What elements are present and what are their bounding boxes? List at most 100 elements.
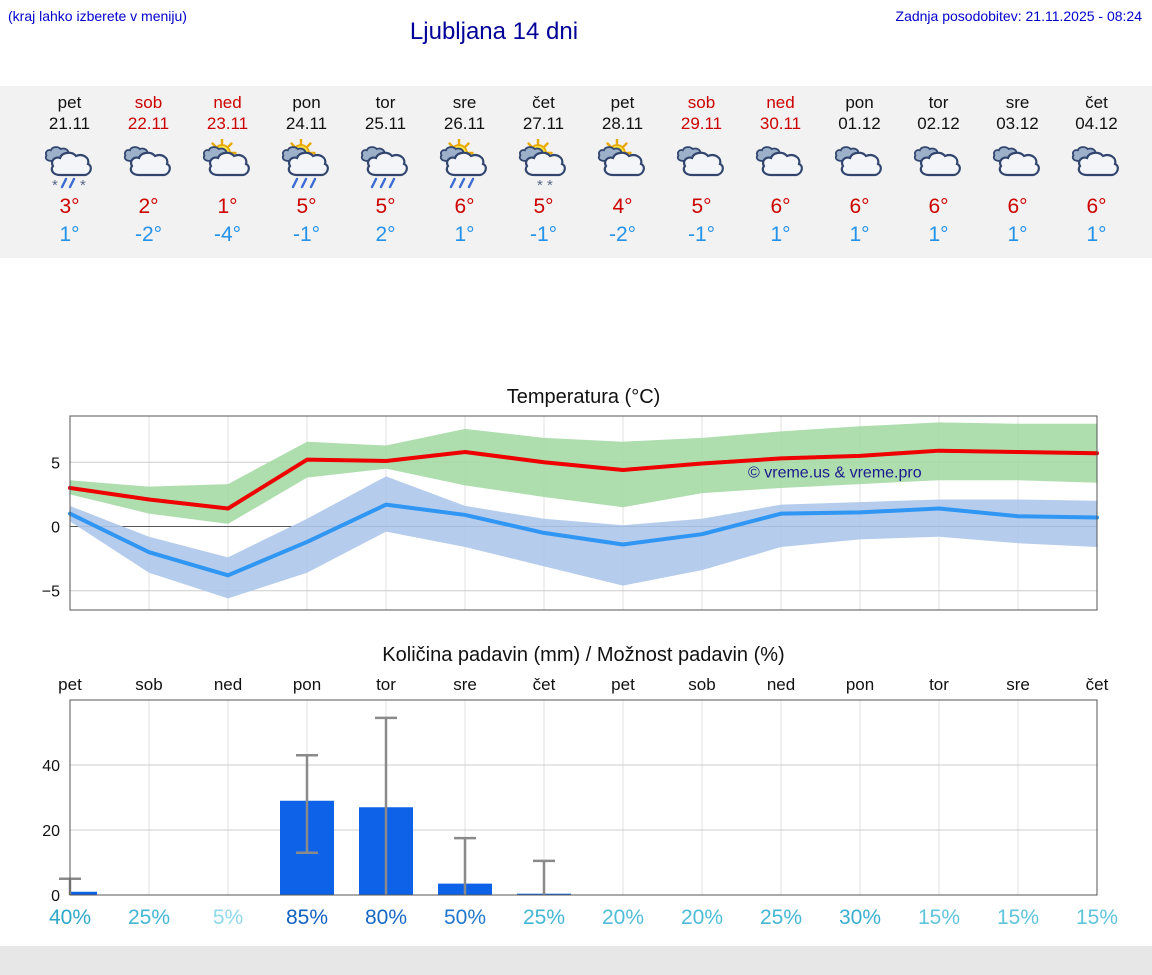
precip-day-label: ned [214,675,242,694]
svg-text:* *: * * [537,177,553,193]
day-name: sre [1005,93,1030,112]
low-temperature: 1° [1007,223,1028,246]
high-temperature: 3° [59,195,80,218]
high-temperature: 6° [770,195,791,218]
weather-icon-art: * * [518,139,566,193]
y-tick-label: −5 [42,584,60,601]
forecast-day-01.12: pon 01.12 6° 1° [820,93,899,251]
weather-icon-sun-cloud-rain [425,137,504,195]
precip-probability-label: 5% [213,906,243,929]
precip-probability-label: 15% [997,906,1039,929]
forecast-day-22.11: sob 22.11 2° -2° [109,93,188,251]
day-date: 29.11 [680,114,723,133]
low-temperature: 1° [928,223,949,246]
forecast-day-04.12: čet 04.12 6° 1° [1057,93,1136,251]
low-temperature: -4° [213,223,242,246]
precip-day-label: tor [376,675,396,694]
precip-day-label: ned [767,675,795,694]
forecast-day-28.11: pet 28.11 4° -2° [583,93,662,251]
precip-probability-label: 15% [918,906,960,929]
forecast-day-02.12: tor 02.12 6° 1° [899,93,978,251]
precip-day-label: pon [293,675,321,694]
day-name: čet [1085,93,1108,112]
footer-strip [0,946,1152,975]
high-temperature: 5° [375,195,396,218]
high-temperature: 6° [454,195,475,218]
weather-icon-art [755,146,803,177]
day-name: pon [845,93,874,112]
day-name: tor [375,93,396,112]
weather-icon-art [360,146,408,189]
svg-text:*: * [52,177,58,193]
weather-icon-cloud [978,137,1057,195]
day-name: pet [57,93,82,112]
uncertainty-band [70,422,1097,524]
temperature-chart-title: Temperatura (°C) [506,386,661,408]
forecast-day-21.11: pet 21.11 * * 3° 1° [30,93,109,251]
precipitation-chart: pet sob ned pon tor sre čet pet sob ned pon tor sre č… [42,675,1118,929]
weather-icon-cloud [1057,137,1136,195]
plot-border [69,415,1098,611]
weather-icon-cloud [662,137,741,195]
weather-icon-art [597,139,645,177]
weather-icon-cloud [820,137,899,195]
weather-icon-cloud [109,137,188,195]
precip-probability-label: 25% [523,906,565,929]
y-tick-label: 40 [42,758,60,775]
day-name: ned [213,93,242,112]
precip-day-label: pet [58,675,82,694]
y-tick-label: 5 [51,455,60,472]
watermark: © vreme.us & vreme.pro [748,465,922,482]
precip-day-label: sre [1006,675,1030,694]
high-temperature: 5° [691,195,712,218]
precipitation-chart-title: Količina padavin (mm) / Možnost padavin … [382,644,785,666]
forecast-day-27.11: čet 27.11 * * 5° -1° [504,93,583,251]
low-temperature: 1° [849,223,870,246]
forecast-day-03.12: sre 03.12 6° 1° [978,93,1057,251]
high-temperature: 5° [296,195,317,218]
precip-probability-label: 80% [365,906,407,929]
precip-day-label: čet [1086,675,1109,694]
low-temperature: 1° [1086,223,1107,246]
weather-icon-art [202,139,250,177]
day-date: 01.12 [838,114,881,133]
weather-icon-cloud-rain-snow: * * [30,137,109,195]
precip-day-label: sob [688,675,715,694]
low-temperature: 1° [454,223,475,246]
forecast-day-23.11: ned 23.11 1° -4° [188,93,267,251]
weather-icon-art [676,146,724,177]
high-temperature: 6° [928,195,949,218]
weather-icon-sun-cloud [188,137,267,195]
precip-bar [70,891,97,895]
temperature-chart: −5 0 5 © vreme.us & vreme.pro [42,415,1099,611]
precip-probability-label: 20% [681,906,723,929]
high-temperature: 4° [612,195,633,218]
weather-icon-art: * * [44,146,92,193]
day-name: ned [766,93,795,112]
last-update: Zadnja posodobitev: 21.11.2025 - 08:24 [895,8,1142,24]
weather-icon-sun-cloud [583,137,662,195]
forecast-day-25.11: tor 25.11 5° 2° [346,93,425,251]
day-name: pon [292,93,321,112]
low-temperature: -1° [292,223,321,246]
precip-probability-label: 25% [128,906,170,929]
day-date: 30.11 [759,114,802,133]
precip-probability-label: 85% [286,906,328,929]
day-name: sob [687,93,716,112]
precip-day-label: sob [135,675,162,694]
day-name: pet [610,93,635,112]
weather-icon-cloud [899,137,978,195]
day-name: sre [452,93,477,112]
low-temperature: 2° [375,223,396,246]
page-title: Ljubljana 14 dni [409,18,579,45]
high-temperature: 5° [533,195,554,218]
weather-icon-cloud-rain [346,137,425,195]
y-tick-label: 20 [42,823,60,840]
weather-icon-sun-cloud-snow: * * [504,137,583,195]
day-name: čet [532,93,555,112]
weather-icon-cloud [741,137,820,195]
low-temperature: -1° [687,223,716,246]
day-date: 04.12 [1075,114,1118,133]
low-temperature: 1° [770,223,791,246]
forecast-day-30.11: ned 30.11 6° 1° [741,93,820,251]
